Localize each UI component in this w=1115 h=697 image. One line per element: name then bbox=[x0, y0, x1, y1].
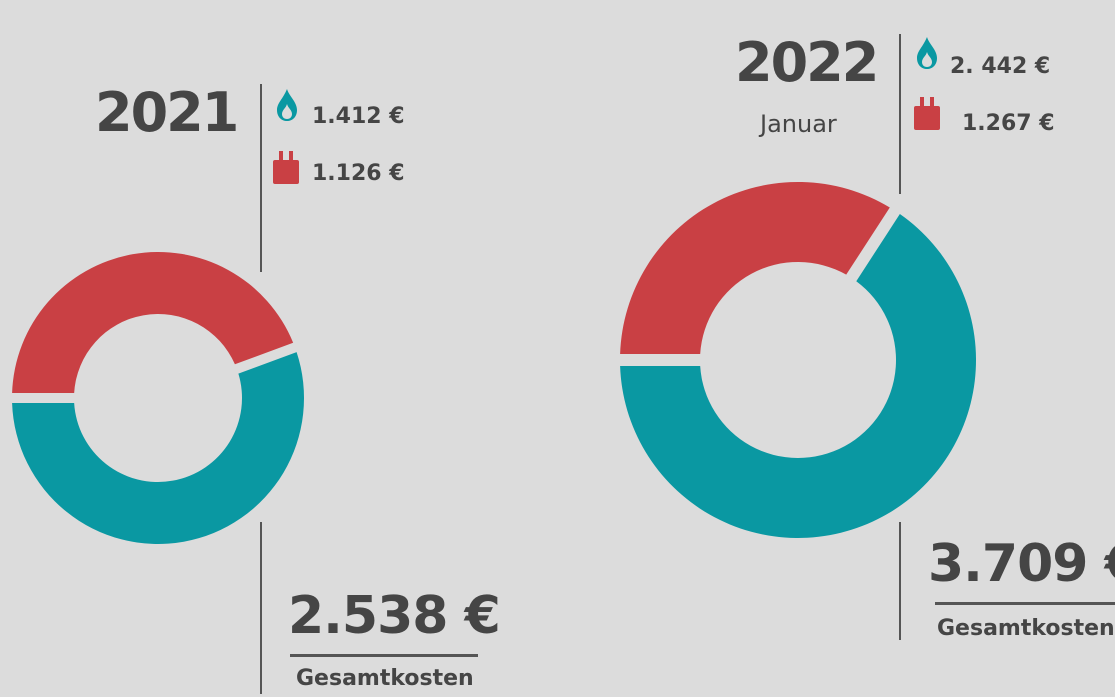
chart-2022-title: 2022 bbox=[735, 31, 879, 94]
chart-2021-strom-value: 1.126 € bbox=[312, 161, 405, 186]
chart-2021-divider-top bbox=[260, 84, 262, 272]
chart-2022-divider-top bbox=[899, 34, 901, 194]
power-plug-icon bbox=[914, 97, 940, 130]
chart-2022-subtitle: Januar bbox=[760, 110, 837, 138]
chart-2022-total: 3.709 € bbox=[928, 534, 1115, 594]
chart-2021-total-caption: Gesamtkosten bbox=[296, 666, 474, 691]
chart-2022-total-underline bbox=[935, 602, 1115, 605]
chart-2021-total: 2.538 € bbox=[288, 586, 501, 646]
chart-2022-gas-value: 2. 442 € bbox=[950, 54, 1051, 79]
chart-2022-slice-strom bbox=[620, 182, 890, 355]
gas-flame-icon bbox=[917, 37, 937, 69]
chart-2021-divider-bottom bbox=[260, 522, 262, 694]
chart-2021-slice-gas bbox=[12, 352, 304, 544]
chart-2021-total-underline bbox=[290, 654, 478, 657]
chart-2022-divider-bottom bbox=[899, 522, 901, 640]
chart-2022-total-caption: Gesamtkosten bbox=[937, 616, 1115, 641]
gas-flame-icon bbox=[277, 89, 297, 121]
chart-2021-slice-strom bbox=[12, 252, 294, 394]
chart-2021-gas-value: 1.412 € bbox=[312, 104, 405, 129]
chart-2021-title: 2021 bbox=[95, 81, 239, 144]
chart-2022-slice-gas bbox=[620, 214, 976, 538]
chart-2022-strom-value: 1.267 € bbox=[962, 111, 1055, 136]
power-plug-icon bbox=[273, 151, 299, 184]
